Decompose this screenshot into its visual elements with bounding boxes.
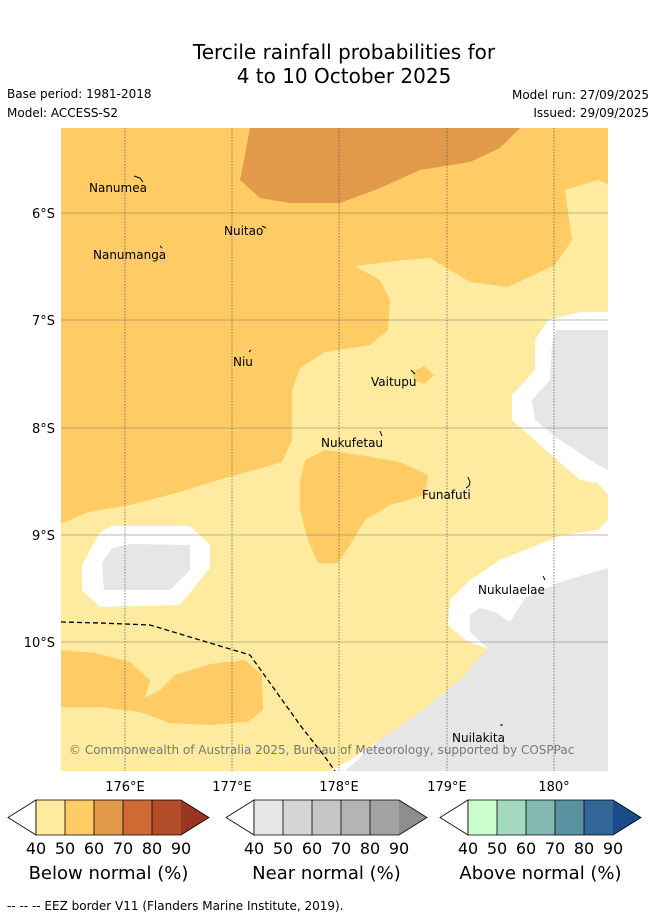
colorbar-below-tick-40: 40 — [26, 839, 46, 858]
colorbar-near-cell-3 — [312, 800, 341, 835]
place-nanumanga: Nanumanga — [93, 248, 166, 262]
copyright-notice: © Commonwealth of Australia 2025, Bureau… — [69, 743, 574, 757]
lat-label-9s: 9°S — [32, 529, 55, 544]
below-50-region-north — [61, 128, 608, 524]
colorbar-below-cell-4 — [123, 800, 152, 835]
gridlines — [124, 128, 555, 771]
colorbar-above-upper-arrow — [613, 800, 641, 835]
map-title: Tercile rainfall probabilities for 4 to … — [0, 40, 655, 88]
place-vaitupu: Vaitupu — [371, 375, 417, 389]
colorbar-near-cell-2 — [283, 800, 312, 835]
island-marks — [133, 175, 546, 726]
colorbar-below-tick-60: 60 — [84, 839, 104, 858]
colorbar-below-upper-arrow — [181, 800, 209, 835]
place-nuitao: Nuitao — [224, 224, 263, 238]
lon-label-177e: 177°E — [212, 780, 252, 795]
model-run-label: Model run: 27/09/2025 — [511, 88, 649, 102]
colorbar-near-tick-50: 50 — [273, 839, 293, 858]
place-nuilakita: Nuilakita — [452, 731, 505, 745]
colorbar-above-tick-80: 80 — [574, 839, 594, 858]
colorbar-above-lower-arrow — [439, 799, 469, 836]
colorbar-above-tick-90: 90 — [603, 839, 623, 858]
colorbar-near-tick-40: 40 — [244, 839, 264, 858]
colorbar-near-tick-80: 80 — [360, 839, 380, 858]
colorbar-above-title: Above normal (%) — [459, 863, 622, 884]
colorbar-below-cell-2 — [65, 800, 94, 835]
model-label: Model: ACCESS-S2 — [7, 106, 119, 120]
below-50-region-vaitupu — [412, 366, 434, 384]
place-nukufetau: Nukufetau — [321, 436, 383, 450]
latitude-labels: 6°S 7°S 8°S 9°S 10°S — [24, 207, 55, 651]
near-40-region-east — [532, 330, 608, 470]
below-60-region — [240, 128, 520, 203]
lat-label-8s: 8°S — [32, 422, 55, 437]
colorbar-above-tick-50: 50 — [487, 839, 507, 858]
colorbar-below-title: Below normal (%) — [28, 863, 189, 884]
colorbar-near-upper-arrow — [399, 800, 427, 835]
place-nanumea: Nanumea — [89, 181, 147, 195]
lat-label-7s: 7°S — [32, 314, 55, 329]
colorbar-below-normal: 40 50 60 70 80 90 — [7, 799, 210, 858]
colorbar-near-cell-5 — [370, 800, 399, 835]
colorbar-below-cell-1 — [36, 800, 65, 835]
lon-label-179e: 179°E — [427, 780, 467, 795]
colorbar-below-lower-arrow — [7, 799, 37, 836]
colorbar-below-tick-70: 70 — [113, 839, 133, 858]
longitude-labels: 176°E 177°E 178°E 179°E 180° — [105, 780, 569, 795]
colorbar-near-tick-60: 60 — [302, 839, 322, 858]
colorbar-near-tick-90: 90 — [389, 839, 409, 858]
issued-label: Issued: 29/09/2025 — [533, 106, 649, 120]
place-funafuti: Funafuti — [422, 488, 471, 502]
colorbar-near-tick-70: 70 — [331, 839, 351, 858]
lon-label-176e: 176°E — [105, 780, 145, 795]
colorbar-near-cell-4 — [341, 800, 370, 835]
lon-label-180: 180° — [538, 780, 569, 795]
place-niu: Niu — [233, 355, 253, 369]
base-period-label: Base period: 1981-2018 — [7, 87, 152, 101]
colorbar-above-cell-2 — [497, 800, 526, 835]
colorbar-near-cell-1 — [254, 800, 283, 835]
colorbar-near-title: Near normal (%) — [252, 863, 401, 884]
eez-border-line — [61, 621, 336, 771]
colorbar-above-cell-1 — [468, 800, 497, 835]
lat-label-10s: 10°S — [24, 636, 55, 651]
colorbar-near-normal: 40 50 60 70 80 90 — [225, 799, 428, 858]
colorbar-above-tick-40: 40 — [458, 839, 478, 858]
near-40-region-west — [102, 544, 190, 590]
colorbar-above-normal: 40 50 60 70 80 90 — [439, 799, 642, 858]
colorbar-above-tick-60: 60 — [516, 839, 536, 858]
below-50-region-south — [61, 650, 263, 725]
colorbar-below-tick-90: 90 — [171, 839, 191, 858]
colorbar-above-cell-4 — [555, 800, 584, 835]
colorbar-above-cell-3 — [526, 800, 555, 835]
eez-border-legend: -- -- -- EEZ border V11 (Flanders Marine… — [7, 899, 344, 913]
lat-label-6s: 6°S — [32, 207, 55, 222]
colorbar-near-lower-arrow — [225, 799, 255, 836]
place-labels: Nanumea Nuitao Nanumanga Niu Vaitupu Nuk… — [89, 181, 545, 745]
place-nukulaelae: Nukulaelae — [478, 583, 545, 597]
colorbar-above-cell-5 — [584, 800, 613, 835]
near-40-region-southeast — [345, 568, 608, 771]
title-line-1: Tercile rainfall probabilities for — [192, 40, 496, 64]
lon-label-178e: 178°E — [319, 780, 359, 795]
colorbar-below-tick-50: 50 — [55, 839, 75, 858]
title-line-2: 4 to 10 October 2025 — [236, 64, 452, 88]
colorbar-below-cell-5 — [152, 800, 181, 835]
colorbar-below-cell-3 — [94, 800, 123, 835]
colorbar-below-tick-80: 80 — [142, 839, 162, 858]
colorbar-above-tick-70: 70 — [545, 839, 565, 858]
